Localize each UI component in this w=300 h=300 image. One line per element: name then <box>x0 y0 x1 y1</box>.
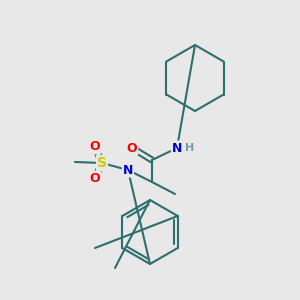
Text: S: S <box>97 156 107 170</box>
Text: N: N <box>123 164 133 176</box>
Text: O: O <box>90 140 100 154</box>
Text: O: O <box>90 172 100 184</box>
Text: N: N <box>172 142 182 154</box>
Text: H: H <box>185 143 195 153</box>
Text: O: O <box>127 142 137 154</box>
